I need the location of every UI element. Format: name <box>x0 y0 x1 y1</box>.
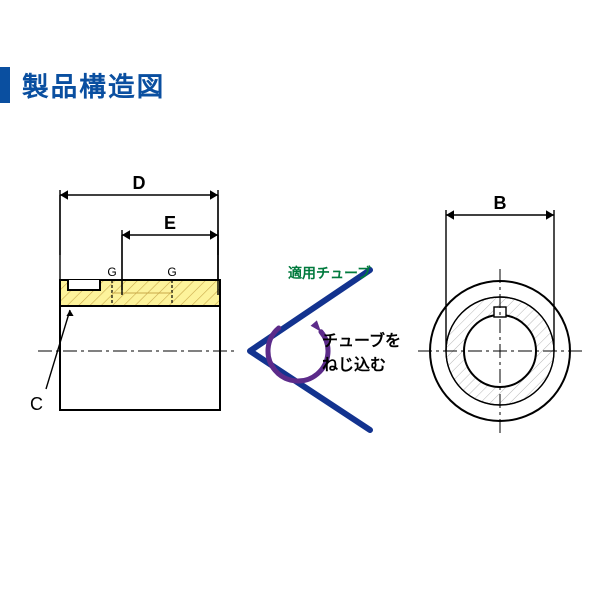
svg-text:適用チューブ: 適用チューブ <box>288 265 371 281</box>
structure-diagram: G G DE C B 適用チューブチューブをねじ込む <box>30 150 590 495</box>
svg-text:E: E <box>164 213 176 233</box>
svg-text:ねじ込む: ねじ込む <box>322 356 386 374</box>
svg-text:D: D <box>133 173 146 193</box>
title-text: 製品構造図 <box>22 65 165 104</box>
svg-text:G: G <box>107 265 116 279</box>
svg-text:C: C <box>30 394 43 414</box>
svg-text:B: B <box>494 193 507 213</box>
title-accent <box>0 67 10 103</box>
svg-text:G: G <box>167 265 176 279</box>
section-title: 製品構造図 <box>0 65 165 104</box>
svg-text:チューブを: チューブを <box>322 331 401 350</box>
